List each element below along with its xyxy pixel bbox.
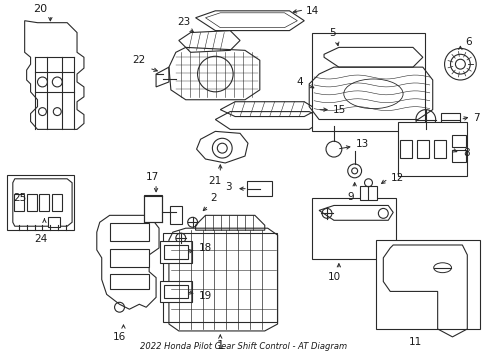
Bar — [163, 245, 187, 259]
Text: 5: 5 — [329, 28, 336, 39]
Text: 6: 6 — [465, 37, 471, 48]
Text: 2: 2 — [210, 193, 217, 203]
Text: 24: 24 — [34, 234, 47, 244]
Text: 16: 16 — [113, 332, 126, 342]
Text: 12: 12 — [390, 173, 404, 183]
Bar — [160, 280, 191, 302]
Text: 11: 11 — [408, 337, 422, 347]
Bar — [397, 122, 467, 176]
Text: 4: 4 — [296, 77, 303, 87]
Text: 15: 15 — [332, 105, 346, 114]
Bar — [109, 249, 149, 267]
Bar — [451, 150, 466, 162]
Bar — [399, 140, 411, 158]
Text: 19: 19 — [198, 291, 211, 301]
Bar — [451, 135, 466, 147]
Text: 23: 23 — [177, 17, 190, 27]
Bar — [163, 284, 187, 298]
Text: 7: 7 — [472, 113, 479, 122]
Text: 17: 17 — [145, 172, 159, 182]
Bar — [433, 140, 445, 158]
Bar — [144, 195, 162, 222]
Text: 21: 21 — [208, 176, 222, 186]
Text: 22: 22 — [132, 55, 145, 65]
Bar — [359, 186, 377, 199]
Text: 25: 25 — [13, 193, 26, 203]
Bar — [52, 194, 62, 211]
Bar — [311, 198, 395, 259]
Text: 10: 10 — [326, 272, 340, 282]
Text: 8: 8 — [463, 148, 469, 158]
Bar — [375, 240, 479, 329]
Text: 2022 Honda Pilot Gear Shift Control - AT Diagram: 2022 Honda Pilot Gear Shift Control - AT… — [140, 342, 347, 351]
Bar — [48, 217, 60, 227]
Bar — [160, 241, 191, 263]
Text: 1: 1 — [216, 339, 224, 352]
Bar — [311, 32, 425, 131]
Bar — [40, 194, 49, 211]
Bar — [109, 274, 149, 289]
Bar — [7, 175, 74, 230]
Bar — [14, 194, 23, 211]
Bar — [416, 140, 428, 158]
Text: 13: 13 — [355, 139, 368, 149]
Text: 3: 3 — [225, 182, 232, 192]
Bar — [163, 233, 277, 322]
Text: 20: 20 — [33, 4, 47, 14]
Text: 18: 18 — [198, 243, 211, 253]
Text: 9: 9 — [346, 192, 353, 202]
Text: 14: 14 — [305, 6, 319, 16]
Bar — [169, 206, 182, 224]
Bar — [247, 181, 272, 196]
Bar — [26, 194, 37, 211]
Bar — [440, 113, 459, 126]
Bar — [109, 223, 149, 241]
